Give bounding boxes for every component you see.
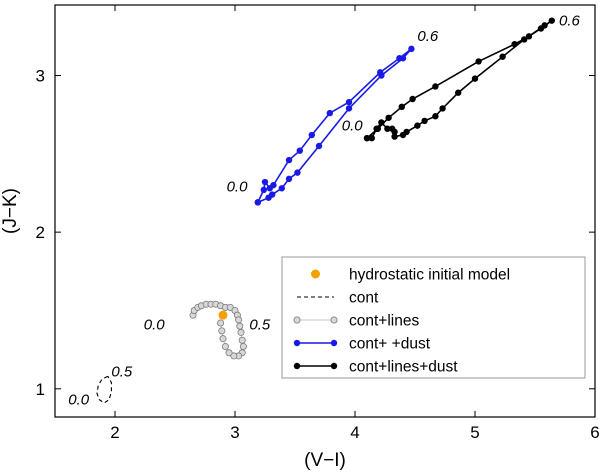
y-tick-label: 1 — [36, 380, 45, 399]
data-point — [378, 72, 385, 79]
y-axis-label: (J−K) — [0, 188, 21, 234]
series-cont-lines-dust — [363, 17, 555, 142]
data-point — [218, 310, 228, 320]
data-point — [391, 133, 398, 140]
x-tick-label: 4 — [350, 423, 359, 442]
legend: hydrostatic initial model cont cont+lines c… — [281, 256, 586, 379]
legend-item-cont-dust: cont+ +dust — [293, 336, 431, 353]
phase-annotation: 0.5 — [111, 363, 133, 380]
data-point — [521, 36, 528, 43]
data-point — [326, 109, 333, 117]
data-point — [238, 336, 246, 344]
data-point — [363, 134, 371, 142]
data-point — [345, 98, 353, 106]
series-hydrostatic-initial-model — [218, 310, 228, 320]
data-point — [219, 335, 227, 343]
data-point — [345, 105, 353, 112]
data-point — [432, 83, 439, 90]
y-tick-label: 2 — [36, 223, 45, 242]
data-point — [511, 40, 518, 48]
legend-label: cont+lines — [349, 313, 419, 330]
legend-marker — [330, 362, 338, 370]
data-point — [218, 327, 226, 335]
data-point — [294, 169, 301, 176]
series-cont-lines — [189, 300, 247, 360]
phase-annotation: 0.0 — [342, 117, 364, 134]
legend-label: hydrostatic initial model — [349, 267, 510, 284]
x-tick-label: 5 — [470, 423, 479, 442]
data-point — [548, 17, 555, 24]
data-point — [296, 147, 303, 154]
legend-label: cont — [349, 290, 379, 307]
series-cont — [96, 375, 112, 404]
data-point — [408, 45, 415, 53]
data-point — [226, 303, 234, 311]
data-point — [239, 343, 247, 351]
data-point — [384, 125, 391, 132]
data-point — [261, 178, 269, 186]
data-point — [315, 142, 323, 150]
data-point — [236, 322, 244, 330]
data-point — [230, 352, 238, 360]
data-point — [421, 117, 428, 125]
legend-item-cont: cont — [297, 290, 379, 307]
data-point — [308, 131, 315, 139]
legend-marker — [293, 316, 301, 324]
data-point — [399, 55, 407, 62]
phase-annotation: 0.0 — [227, 178, 249, 195]
data-point — [374, 125, 381, 132]
x-axis-label: (V−I) — [304, 450, 346, 471]
legend-label: cont+lines+dust — [349, 359, 458, 376]
x-tick-label: 3 — [230, 423, 239, 442]
legend-marker — [293, 339, 301, 347]
phase-annotation: 0.5 — [249, 316, 271, 333]
series-cont-dust — [254, 45, 415, 206]
data-point — [525, 33, 533, 40]
data-point — [254, 199, 261, 206]
phase-annotation: 0.6 — [417, 28, 439, 45]
data-point — [368, 134, 375, 142]
legend-marker — [330, 316, 338, 324]
data-point — [385, 114, 392, 121]
legend-item-cont-lines-dust: cont+lines+dust — [293, 359, 458, 376]
data-point — [225, 349, 233, 357]
data-point — [403, 128, 410, 136]
data-point — [285, 156, 293, 164]
data-point — [475, 58, 482, 65]
data-point — [217, 319, 225, 327]
data-point — [409, 95, 416, 103]
legend-item-cont-lines: cont+lines — [293, 313, 419, 330]
x-tick-label: 2 — [110, 423, 119, 442]
legend-marker — [293, 362, 301, 370]
phase-annotation: 0.0 — [144, 316, 166, 333]
legend-label: cont+ +dust — [349, 336, 431, 353]
data-point — [285, 175, 293, 183]
data-point — [391, 128, 398, 136]
legend-marker — [330, 339, 338, 347]
series-line — [96, 375, 112, 404]
phase-annotation: 0.0 — [68, 391, 90, 408]
data-point — [278, 185, 285, 192]
data-point — [439, 105, 446, 112]
data-point — [378, 119, 385, 126]
data-point — [270, 181, 277, 189]
data-point — [260, 186, 267, 194]
data-point — [265, 194, 272, 201]
legend-item-hydrostatic-initial-model: hydrostatic initial model — [311, 267, 510, 284]
data-point — [455, 89, 462, 96]
phase-annotation: 0.6 — [559, 12, 581, 29]
legend-marker — [311, 269, 320, 279]
data-point — [398, 103, 405, 111]
data-point — [432, 113, 439, 120]
data-point — [537, 25, 545, 32]
y-tick-label: 3 — [36, 66, 45, 85]
data-point — [235, 316, 243, 324]
data-point — [414, 122, 421, 129]
data-point — [221, 343, 229, 351]
data-point — [499, 53, 506, 60]
x-tick-label: 6 — [590, 423, 599, 442]
data-point — [471, 75, 479, 82]
data-point — [237, 328, 245, 336]
